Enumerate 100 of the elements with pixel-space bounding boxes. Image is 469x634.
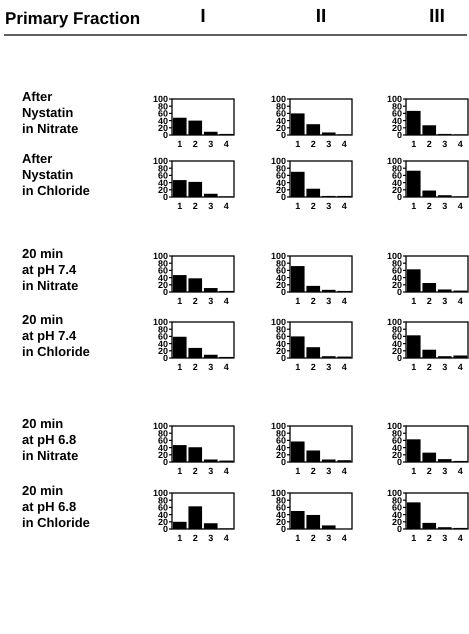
- x-tick-label: 2: [192, 533, 198, 543]
- x-tick-label: 2: [426, 533, 432, 543]
- y-tick-label: 0: [162, 353, 168, 364]
- x-tick-label: 4: [224, 533, 229, 543]
- x-tick-label: 3: [326, 362, 332, 372]
- y-axis-title: 20 min at pH 6.8 in Nitrate: [22, 416, 78, 463]
- chart-title: II: [316, 6, 326, 27]
- x-tick-label: 1: [295, 296, 300, 306]
- x-tick-label: 1: [177, 533, 182, 543]
- x-tick-label: 1: [295, 466, 300, 476]
- x-tick-label: 3: [442, 533, 448, 543]
- y-tick-label: 0: [280, 130, 286, 140]
- x-tick-label: 2: [310, 139, 316, 149]
- x-tick-label: 3: [326, 201, 332, 211]
- x-tick-label: 4: [458, 362, 463, 372]
- y-tick-label: 0: [396, 192, 402, 202]
- x-tick-label: 3: [326, 296, 332, 306]
- x-tick-label: 4: [342, 362, 347, 372]
- x-tick-label: 4: [224, 362, 229, 372]
- x-tick-label: 3: [208, 201, 214, 211]
- x-tick-label: 3: [442, 362, 448, 372]
- y-tick-label: 0: [280, 524, 286, 534]
- x-tick-label: 4: [458, 296, 463, 306]
- y-axis-title: After Nystatin in Nitrate: [22, 89, 78, 136]
- x-tick-label: 2: [310, 466, 316, 476]
- x-tick-label: 1: [411, 533, 416, 543]
- x-tick-label: 3: [326, 533, 332, 543]
- x-tick-label: 3: [208, 466, 214, 476]
- x-tick-label: 2: [310, 362, 316, 372]
- y-tick-label: 0: [162, 457, 168, 468]
- y-tick-label: 0: [280, 192, 286, 202]
- y-tick-label: 0: [396, 287, 402, 298]
- x-tick-label: 4: [224, 139, 229, 149]
- y-tick-label: 0: [396, 353, 402, 364]
- x-tick-label: 4: [458, 466, 463, 476]
- y-tick-label: 0: [280, 353, 286, 364]
- x-tick-label: 4: [458, 201, 463, 211]
- x-tick-label: 2: [192, 201, 198, 211]
- x-tick-label: 3: [326, 139, 332, 149]
- x-tick-label: 3: [208, 362, 214, 372]
- chart-title: I: [200, 6, 206, 27]
- x-tick-label: 3: [208, 296, 214, 306]
- x-tick-label: 4: [224, 296, 229, 306]
- x-tick-label: 4: [342, 201, 347, 211]
- x-tick-label: 2: [310, 533, 316, 543]
- y-tick-label: 0: [280, 287, 286, 298]
- x-tick-label: 4: [224, 466, 229, 476]
- y-tick-label: 0: [162, 287, 168, 298]
- x-tick-label: 1: [295, 533, 300, 543]
- chart-title: III: [429, 6, 445, 27]
- y-tick-label: 0: [162, 524, 168, 534]
- x-tick-label: 4: [342, 466, 347, 476]
- x-tick-label: 4: [458, 139, 463, 149]
- x-tick-label: 3: [442, 139, 448, 149]
- x-tick-label: 3: [208, 139, 214, 149]
- x-tick-label: 2: [426, 296, 432, 306]
- x-tick-label: 1: [411, 139, 416, 149]
- y-tick-label: 0: [162, 192, 168, 202]
- y-tick-label: 0: [396, 524, 402, 534]
- x-tick-label: 3: [208, 533, 214, 543]
- y-axis-title: 20 min at pH 6.8 in Chloride: [22, 483, 90, 530]
- x-tick-label: 2: [192, 466, 198, 476]
- text: Primary Fraction: [5, 9, 140, 28]
- x-tick-label: 1: [177, 362, 182, 372]
- x-tick-label: 2: [426, 362, 432, 372]
- x-tick-label: 4: [342, 139, 347, 149]
- x-tick-label: 4: [458, 533, 463, 543]
- x-tick-label: 4: [342, 296, 347, 306]
- x-tick-label: 1: [177, 466, 182, 476]
- x-tick-label: 3: [442, 466, 448, 476]
- x-tick-label: 2: [192, 139, 198, 149]
- x-tick-label: 2: [426, 466, 432, 476]
- x-tick-label: 1: [177, 139, 182, 149]
- y-tick-label: 0: [396, 457, 402, 468]
- x-tick-label: 2: [310, 296, 316, 306]
- y-tick-label: 0: [396, 130, 402, 140]
- y-axis-title: After Nystatin in Chloride: [22, 151, 90, 198]
- x-tick-label: 3: [442, 201, 448, 211]
- x-tick-label: 1: [411, 362, 416, 372]
- y-axis-title: 20 min at pH 7.4 in Nitrate: [22, 246, 78, 293]
- x-tick-label: 4: [224, 201, 229, 211]
- x-tick-label: 2: [192, 362, 198, 372]
- x-tick-label: 4: [342, 533, 347, 543]
- y-axis-title: 20 min at pH 7.4 in Chloride: [22, 312, 90, 359]
- x-tick-label: 2: [192, 296, 198, 306]
- x-tick-label: 1: [411, 296, 416, 306]
- x-tick-label: 1: [295, 362, 300, 372]
- x-tick-label: 1: [295, 139, 300, 149]
- x-tick-label: 3: [442, 296, 448, 306]
- y-tick-label: 0: [280, 457, 286, 468]
- x-tick-label: 1: [295, 201, 300, 211]
- x-tick-label: 1: [411, 201, 416, 211]
- x-tick-label: 2: [310, 201, 316, 211]
- x-tick-label: 1: [411, 466, 416, 476]
- x-tick-label: 1: [177, 201, 182, 211]
- x-tick-label: 2: [426, 201, 432, 211]
- y-tick-label: 0: [162, 130, 168, 140]
- x-tick-label: 3: [326, 466, 332, 476]
- x-tick-label: 2: [426, 139, 432, 149]
- x-tick-label: 1: [177, 296, 182, 306]
